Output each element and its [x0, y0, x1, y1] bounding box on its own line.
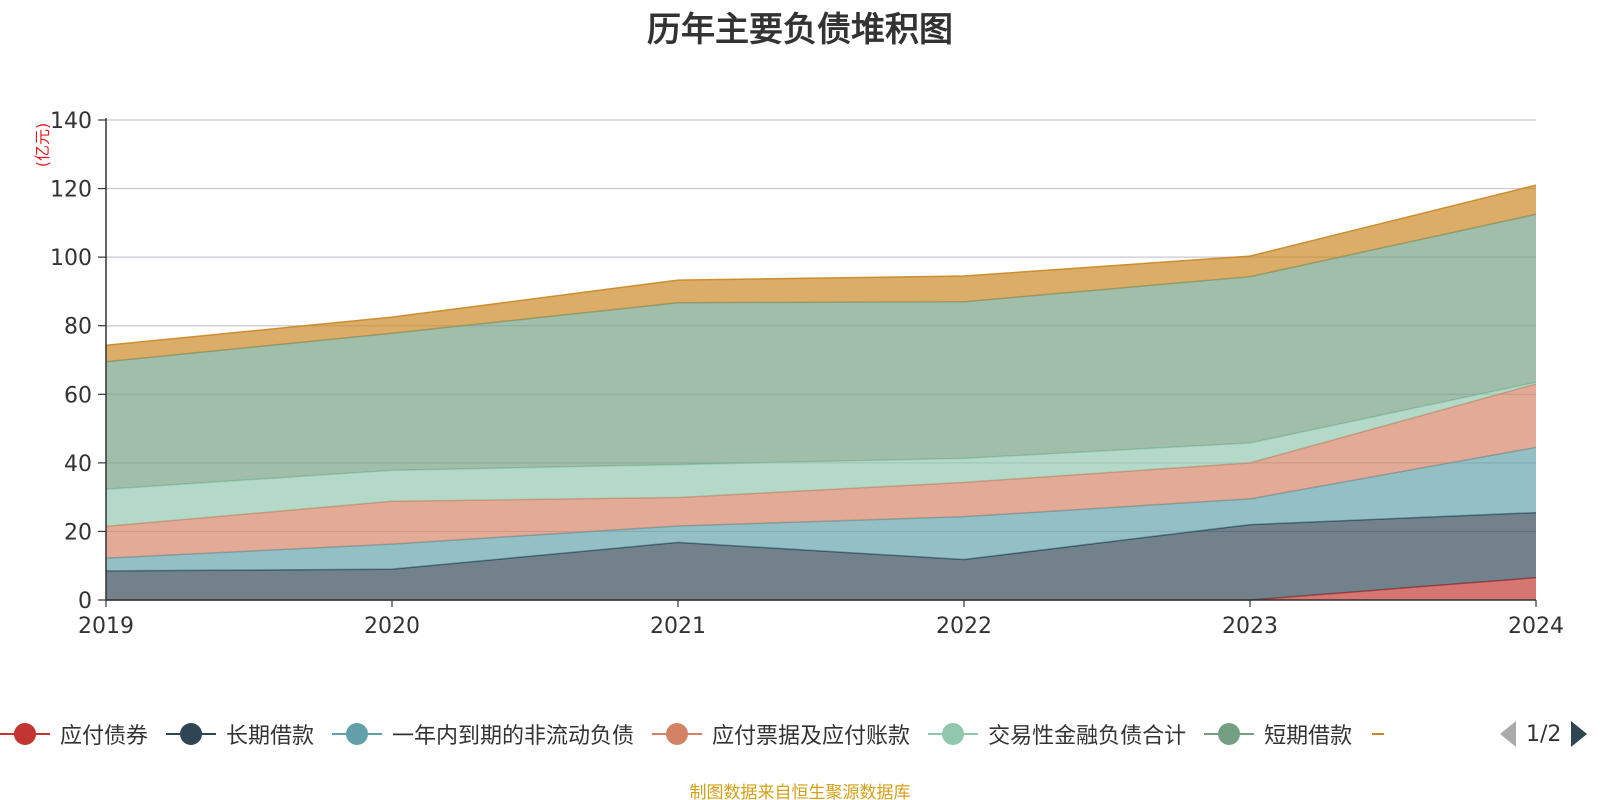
chart-title: 历年主要负债堆积图	[647, 10, 953, 50]
legend-item[interactable]: 长期借款	[166, 718, 314, 750]
area-series-4	[106, 382, 1536, 527]
area-series-1	[106, 512, 1536, 600]
legend-label: 长期借款	[226, 724, 315, 749]
legend-item[interactable]: 一年内到期的非流动负债	[332, 718, 634, 750]
y-tick-label: 140	[50, 109, 92, 134]
legend-label: 短期借款	[1264, 724, 1353, 749]
legend-marker-icon	[332, 723, 383, 745]
x-tick-label: 2024	[1508, 614, 1564, 639]
area-series-3	[106, 384, 1536, 559]
area-series-6	[106, 185, 1536, 362]
y-axis-label: (亿元)	[33, 123, 52, 168]
legend-item-partial[interactable]	[1370, 721, 1396, 747]
legend-marker-icon	[928, 723, 979, 745]
x-tick-label: 2023	[1222, 614, 1278, 639]
legend-label: 应付债券	[60, 724, 149, 749]
x-tick-label: 2022	[936, 614, 992, 639]
legend: 应付债券 长期借款 一年内到期的非流动负债 应付票据及应付账款 交易性金融负债合计 短期借…	[0, 716, 1414, 752]
series-line-6	[105, 184, 1537, 347]
data-source-note: 制图数据来自恒生聚源数据库	[689, 783, 911, 800]
legend-page-indicator: 1/2	[1526, 721, 1562, 747]
legend-marker-icon	[0, 723, 50, 745]
legend-prev-icon[interactable]	[1498, 719, 1518, 749]
y-tick-label: 80	[64, 315, 92, 340]
x-tick-label: 2020	[364, 614, 420, 639]
y-tick-label: 0	[78, 589, 92, 614]
legend-marker-icon	[652, 723, 703, 745]
legend-label: 应付票据及应付账款	[712, 724, 911, 749]
legend-item[interactable]: 短期借款	[1204, 718, 1352, 750]
legend-item[interactable]: 应付票据及应付账款	[652, 718, 910, 750]
legend-label: 交易性金融负债合计	[988, 724, 1187, 749]
legend-item[interactable]: 应付债券	[0, 718, 148, 750]
legend-pager: 1/2	[1498, 716, 1589, 752]
legend-label: 一年内到期的非流动负债	[392, 724, 635, 749]
stacked-area-chart: 0 20 40 60 80 100 120 140 2019 2020 2021 2022 2023 20…	[33, 109, 1564, 639]
y-tick-label: 120	[50, 178, 92, 203]
area-series-0	[106, 577, 1536, 600]
x-tick-label: 2019	[78, 614, 134, 639]
y-tick-label: 60	[64, 383, 92, 408]
x-tick-label: 2021	[650, 614, 706, 639]
y-tick-label: 40	[64, 452, 92, 477]
legend-marker-icon	[166, 723, 217, 745]
legend-marker-icon	[1372, 733, 1385, 735]
legend-marker-icon	[1204, 723, 1255, 745]
area-series	[105, 184, 1537, 601]
legend-next-icon[interactable]	[1569, 719, 1589, 749]
legend-item[interactable]: 交易性金融负债合计	[928, 718, 1186, 750]
y-tick-label: 20	[64, 520, 92, 545]
axes: 0 20 40 60 80 100 120 140 2019 2020 2021 2022 2023 20…	[50, 109, 1564, 639]
y-tick-label: 100	[50, 246, 92, 271]
